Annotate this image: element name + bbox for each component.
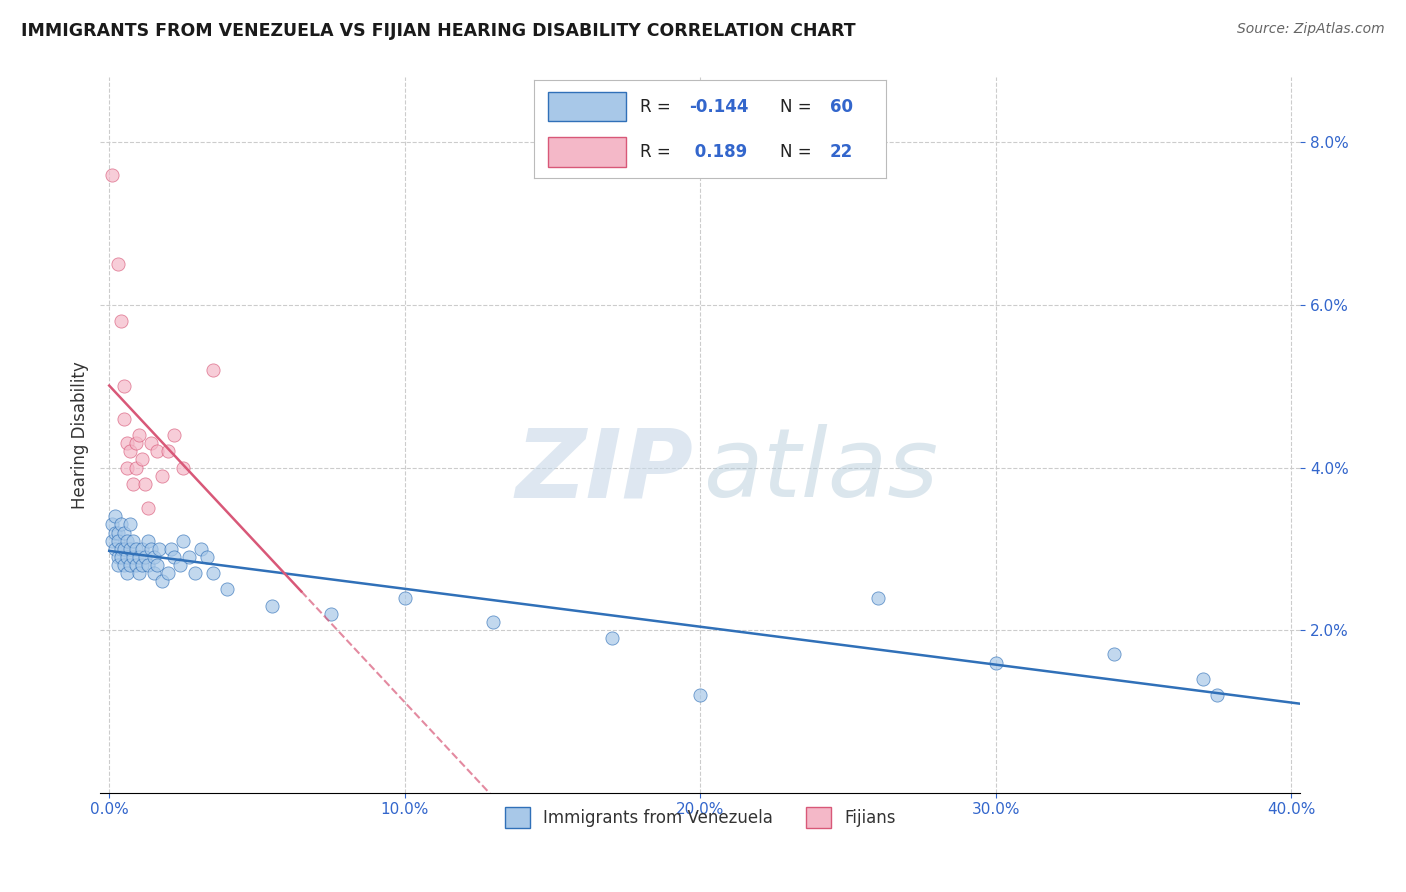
Point [125, 460, 148, 475]
Point [115, 549, 138, 564]
Text: R =: R = [640, 143, 676, 161]
Text: 60: 60 [830, 98, 852, 116]
Point [101, 533, 124, 548]
Point [142, 549, 165, 564]
Point [110, 541, 132, 556]
Point [177, 549, 200, 564]
Point [104, 509, 127, 524]
Point [172, 460, 194, 475]
Point [128, 549, 150, 564]
Point [145, 558, 167, 573]
Point [482, 615, 505, 629]
Point [157, 566, 180, 581]
Point [152, 574, 174, 589]
Point [125, 558, 148, 573]
Point [139, 541, 162, 556]
Point [107, 549, 129, 564]
Point [125, 541, 148, 556]
Point [131, 558, 153, 573]
Point [142, 566, 165, 581]
Text: N =: N = [780, 143, 817, 161]
Point [107, 525, 129, 540]
Point [112, 558, 135, 573]
Point [201, 363, 224, 377]
Point [121, 549, 143, 564]
Text: Source: ZipAtlas.com: Source: ZipAtlas.com [1237, 22, 1385, 37]
Point [190, 541, 212, 556]
Point [172, 533, 194, 548]
Point [136, 501, 159, 516]
Y-axis label: Hearing Disability: Hearing Disability [72, 361, 89, 509]
Point [121, 476, 143, 491]
Point [115, 436, 138, 450]
Point [260, 599, 283, 613]
Point [201, 566, 224, 581]
Point [107, 558, 129, 573]
Point [139, 436, 162, 450]
Point [1191, 672, 1213, 686]
Point [104, 525, 127, 540]
Text: atlas: atlas [703, 425, 938, 517]
Point [134, 476, 156, 491]
Point [169, 558, 191, 573]
Text: R =: R = [640, 98, 676, 116]
Point [131, 541, 153, 556]
Text: 22: 22 [830, 143, 853, 161]
Point [104, 541, 127, 556]
Point [112, 411, 135, 425]
Point [145, 444, 167, 458]
Point [866, 591, 889, 605]
Point [163, 428, 186, 442]
Point [118, 558, 141, 573]
Point [984, 656, 1007, 670]
Point [157, 444, 180, 458]
Text: N =: N = [780, 98, 817, 116]
Point [118, 444, 141, 458]
Point [148, 541, 170, 556]
Point [110, 517, 132, 532]
Point [118, 517, 141, 532]
Text: -0.144: -0.144 [689, 98, 748, 116]
Point [101, 168, 124, 182]
Text: 0.189: 0.189 [689, 143, 747, 161]
Point [136, 533, 159, 548]
Point [121, 533, 143, 548]
Point [110, 549, 132, 564]
Point [134, 549, 156, 564]
Point [107, 257, 129, 271]
Point [110, 314, 132, 328]
Point [118, 541, 141, 556]
Point [689, 688, 711, 702]
Point [319, 607, 342, 621]
Point [112, 541, 135, 556]
Point [217, 582, 239, 597]
Point [112, 525, 135, 540]
Point [394, 591, 416, 605]
Point [115, 460, 138, 475]
Legend: Immigrants from Venezuela, Fijians: Immigrants from Venezuela, Fijians [498, 801, 903, 834]
Point [152, 468, 174, 483]
Point [160, 541, 183, 556]
Point [184, 566, 207, 581]
FancyBboxPatch shape [548, 137, 626, 167]
Point [125, 436, 148, 450]
Text: IMMIGRANTS FROM VENEZUELA VS FIJIAN HEARING DISABILITY CORRELATION CHART: IMMIGRANTS FROM VENEZUELA VS FIJIAN HEAR… [21, 22, 856, 40]
Point [107, 533, 129, 548]
Point [131, 452, 153, 467]
Text: ZIP: ZIP [516, 425, 693, 517]
Point [1102, 648, 1125, 662]
Point [600, 632, 623, 646]
Point [101, 517, 124, 532]
Point [128, 428, 150, 442]
Point [195, 549, 218, 564]
Point [112, 379, 135, 393]
Point [115, 566, 138, 581]
Point [136, 558, 159, 573]
Point [163, 549, 186, 564]
Point [115, 533, 138, 548]
FancyBboxPatch shape [548, 92, 626, 121]
Point [1206, 688, 1229, 702]
Point [128, 566, 150, 581]
